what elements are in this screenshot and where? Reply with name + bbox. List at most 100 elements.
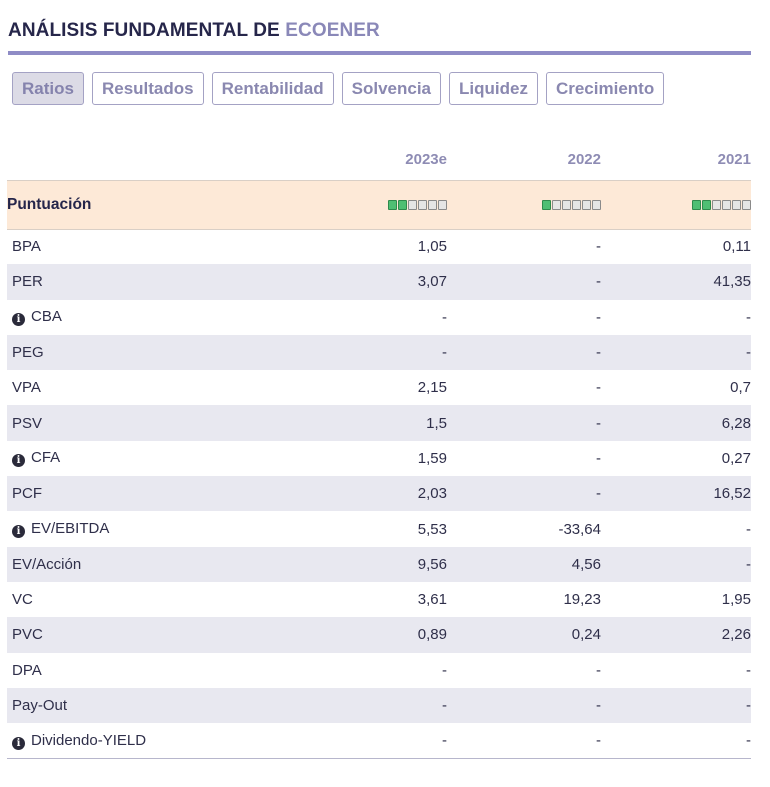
tab-liquidez[interactable]: Liquidez	[449, 72, 538, 105]
company-name: ECOENER	[285, 20, 380, 41]
cell-2021: -	[601, 546, 751, 582]
title-divider	[8, 51, 751, 55]
row-label: VPA	[12, 379, 41, 397]
row-label-cell: PEG	[7, 334, 211, 371]
row-label: VC	[12, 591, 33, 609]
row-label-cell: EV/Acción	[7, 546, 211, 582]
cell-2021: 6,28	[601, 405, 751, 441]
score-2021	[601, 179, 751, 230]
tab-ratios[interactable]: Ratios	[12, 72, 84, 105]
cell-2022: -	[596, 661, 601, 679]
cell-2023e: -	[211, 687, 447, 724]
score-dot-empty	[418, 200, 427, 211]
score-dots	[388, 200, 447, 211]
column-header-2022: 2022	[567, 151, 601, 169]
score-row: Puntuación	[7, 179, 751, 230]
cell-2023e: -	[442, 661, 447, 679]
cell-2021: 41,35	[601, 264, 751, 300]
cell-2022: -	[447, 264, 601, 300]
cell-2021: -	[746, 520, 751, 538]
table-row: i Dividendo-YIELD - - -	[7, 723, 751, 759]
row-label-cell: i CBA	[7, 300, 211, 335]
tab-rentabilidad[interactable]: Rentabilidad	[211, 72, 334, 105]
score-dot-empty	[428, 200, 437, 211]
score-dot-filled	[398, 200, 407, 211]
row-label: BPA	[12, 238, 41, 256]
score-dot-empty	[552, 200, 561, 211]
cell-2023e: 9,56	[211, 546, 447, 582]
cell-2022: 4,56	[447, 546, 601, 582]
score-dot-empty	[562, 200, 571, 211]
cell-2023e: 3,07	[211, 264, 447, 300]
column-header-2021: 2021	[717, 151, 751, 169]
row-label: PVC	[12, 626, 43, 644]
cell-2023e: 3,61	[417, 591, 447, 609]
cell-2021: -	[601, 687, 751, 724]
row-label: PEG	[12, 344, 44, 362]
row-label-cell: BPA	[7, 229, 211, 264]
row-label-cell: i CFA	[7, 441, 211, 476]
row-label-cell: DPA	[7, 653, 211, 688]
info-icon[interactable]: i	[12, 313, 25, 327]
row-label: PSV	[12, 414, 43, 432]
cell-2021: 1,95	[721, 591, 751, 609]
cell-2021: -	[601, 723, 751, 759]
table-row: PCF 2,03-16,52	[7, 476, 751, 512]
table-row: DPA - - -	[7, 653, 751, 688]
table-row: i CBA - - -	[7, 300, 751, 335]
row-label: CBA	[31, 308, 62, 326]
cell-2021: -	[601, 334, 751, 371]
tab-solvencia[interactable]: Solvencia	[341, 72, 441, 105]
cell-2022: -	[447, 476, 601, 512]
cell-2023e: 0,89	[211, 617, 447, 653]
table-row: PEG - - -	[7, 334, 751, 371]
tab-resultados[interactable]: Resultados	[91, 72, 204, 105]
cell-2021: 2,26	[601, 617, 751, 653]
cell-2022: -	[596, 449, 601, 467]
row-label: EV/Acción	[12, 555, 82, 573]
cell-2021: 0,7	[730, 379, 751, 397]
score-dot-empty	[582, 200, 591, 211]
cell-2022: -	[596, 238, 601, 256]
tab-crecimiento[interactable]: Crecimiento	[545, 72, 665, 105]
info-icon[interactable]: i	[12, 736, 25, 750]
cell-2021: -	[746, 308, 751, 326]
cell-2022: -	[447, 723, 601, 759]
cell-2022: 19,23	[563, 591, 601, 609]
score-dot-filled	[702, 200, 711, 211]
score-dot-empty	[438, 200, 447, 211]
title-prefix: ANÁLISIS FUNDAMENTAL DE	[8, 20, 280, 41]
info-icon[interactable]: i	[12, 454, 25, 468]
row-label: DPA	[12, 661, 42, 679]
table-row: PER 3,07-41,35	[7, 264, 751, 300]
cell-2021: 0,11	[722, 238, 751, 256]
table-row: BPA 1,05 - 0,11	[7, 229, 751, 264]
table-row: PVC 0,89 0,24 2,26	[7, 617, 751, 653]
score-dot-empty	[742, 200, 751, 211]
score-dot-empty	[722, 200, 731, 211]
page-title: ANÁLISIS FUNDAMENTAL DE ECOENER	[8, 20, 380, 42]
cell-2023e: 1,05	[417, 238, 447, 256]
score-2023e	[211, 179, 447, 230]
info-icon[interactable]: i	[12, 525, 25, 539]
cell-2022: -	[596, 379, 601, 397]
cell-2022: 0,24	[447, 617, 601, 653]
table-row: Pay-Out - - -	[7, 687, 751, 724]
score-dot-empty	[408, 200, 417, 211]
row-label-cell: i EV/EBITDA	[7, 511, 211, 546]
cell-2021: -	[746, 661, 751, 679]
cell-2023e: -	[211, 334, 447, 371]
row-label-cell: VPA	[7, 370, 211, 405]
cell-2023e: 2,15	[417, 379, 447, 397]
cell-2021: 0,27	[721, 449, 751, 467]
ratios-table: 2023e 2022 2021 Puntuación BPA 1,05 - 0,11 P…	[7, 140, 751, 759]
score-dot-empty	[732, 200, 741, 211]
row-label-cell: PCF	[7, 476, 211, 512]
row-label: CFA	[31, 449, 61, 467]
score-dot-filled	[692, 200, 701, 211]
score-dot-filled	[388, 200, 397, 211]
table-row: EV/Acción 9,56 4,56-	[7, 546, 751, 582]
column-header-label	[7, 140, 211, 180]
cell-2023e: -	[442, 308, 447, 326]
cell-2023e: -	[211, 723, 447, 759]
